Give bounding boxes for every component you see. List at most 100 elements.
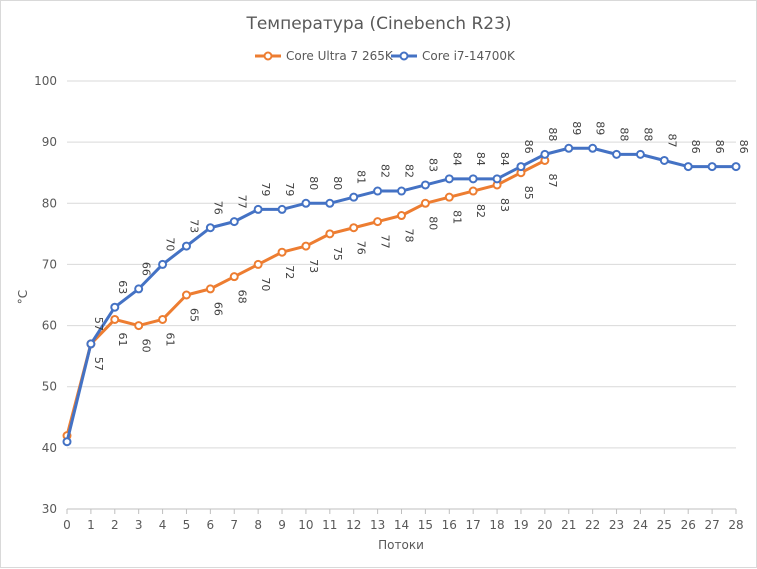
data-label: 82 [474,204,487,218]
x-tick-label: 25 [657,518,672,532]
data-point [731,162,741,172]
x-tick-label: 21 [561,518,576,532]
legend-label: Core Ultra 7 265K [286,49,394,63]
legend-label: Core i7-14700K [422,49,516,63]
legend-item-core-ultra-7-265k: Core Ultra 7 265K [255,49,394,63]
data-label: 72 [283,265,296,279]
data-point [540,149,550,159]
x-tick-label: 14 [394,518,409,532]
data-label: 84 [474,152,487,166]
data-label: 76 [355,241,368,255]
data-label: 73 [187,219,200,233]
data-point [62,437,72,447]
data-label: 66 [211,302,224,316]
x-tick-label: 11 [322,518,337,532]
data-point [301,198,311,208]
chart-title: Температура (Cinebench R23) [245,14,511,34]
data-label: 80 [331,176,344,190]
data-label: 78 [403,229,416,243]
x-tick-label: 13 [370,518,385,532]
x-tick-label: 17 [466,518,481,532]
data-label: 77 [235,195,248,209]
data-point [564,143,574,153]
data-label: 76 [211,201,224,215]
data-label: 65 [187,308,200,322]
data-point [659,155,669,165]
data-label: 82 [403,164,416,178]
y-axis-label: °C [16,290,30,304]
data-point [420,180,430,190]
data-point [325,198,335,208]
data-point [158,259,168,269]
data-label: 88 [546,127,559,141]
y-tick-label: 50 [42,380,57,394]
data-point [229,217,239,227]
data-label: 66 [140,262,153,276]
x-tick-label: 4 [159,518,167,532]
data-point [325,229,335,239]
x-tick-label: 26 [681,518,696,532]
data-point [468,174,478,184]
data-label: 77 [379,235,392,249]
data-label: 61 [164,332,177,346]
legend-swatch-marker [263,51,273,61]
data-point [134,284,144,294]
gridlines [67,80,736,510]
data-label: 75 [331,247,344,261]
x-tick-label: 16 [442,518,457,532]
data-point [205,223,215,233]
y-tick-label: 100 [34,74,57,88]
data-labels: 57 61 60 61 65 66 68 70 72 73 75 76 77 78 80 81 82 83 85 87… [92,121,750,371]
data-label: 57 [92,357,105,371]
x-tick-label: 15 [418,518,433,532]
data-label: 70 [259,277,272,291]
x-tick-label: 0 [63,518,71,532]
data-point [588,143,598,153]
data-point [373,217,383,227]
x-axis-label: Потоки [378,538,424,552]
data-point [516,162,526,172]
data-label: 79 [259,182,272,196]
data-label: 80 [426,216,439,230]
data-point [397,186,406,196]
data-label: 81 [355,170,368,184]
data-label: 86 [713,140,726,154]
data-point [110,314,120,324]
x-tick-label: 23 [609,518,624,532]
data-label: 88 [641,127,654,141]
series-core-i7-14700k [62,143,741,447]
data-point [683,162,693,172]
data-label: 84 [450,152,463,166]
data-label: 86 [689,140,702,154]
data-label: 70 [164,237,177,251]
x-tick-label: 2 [111,518,119,532]
data-label: 89 [594,121,607,135]
data-label: 80 [307,176,320,190]
y-tick-label: 70 [42,257,57,271]
data-point [635,149,645,159]
data-point [158,314,168,324]
x-tick-label: 9 [278,518,286,532]
data-point [349,192,359,202]
data-point [492,174,502,184]
data-label: 85 [522,186,535,200]
x-tick-label: 12 [346,518,361,532]
data-point [301,241,311,251]
x-tick-label: 6 [207,518,215,532]
data-point [277,204,287,214]
data-point [134,321,144,331]
data-label: 81 [450,210,463,224]
x-tick-label: 18 [489,518,504,532]
data-label: 87 [546,173,559,187]
legend-item-core-i7-14700k: Core i7-14700K [391,49,516,63]
x-tick-label: 28 [728,518,743,532]
data-point [444,192,454,202]
x-tick-label: 3 [135,518,143,532]
x-tick-label: 19 [513,518,528,532]
data-point [612,149,622,159]
y-tick-label: 60 [42,319,57,333]
data-label: 89 [570,121,583,135]
